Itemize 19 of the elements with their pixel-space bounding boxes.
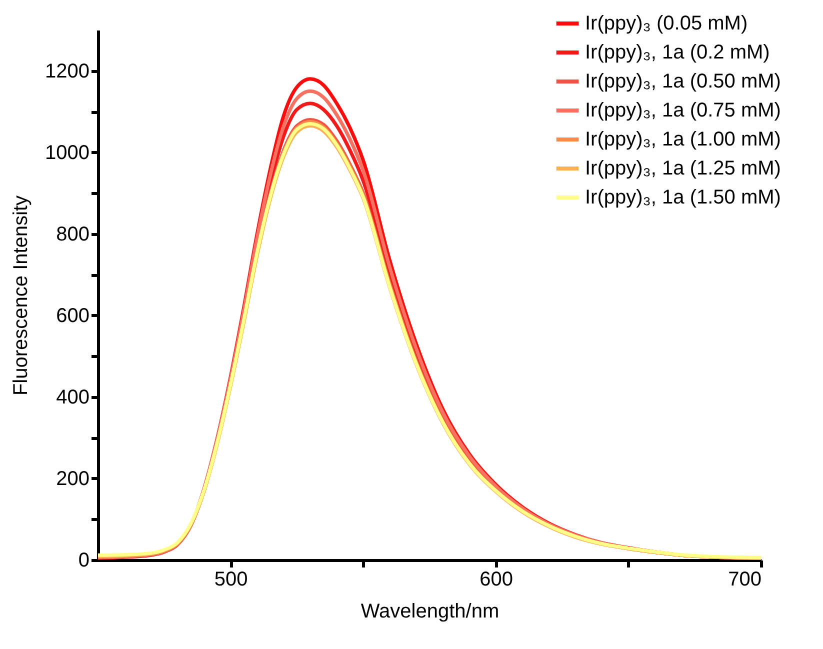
x-tick-label: 600 (480, 568, 513, 590)
x-axis-title: Wavelength/nm (360, 600, 500, 622)
y-tick-label: 400 (56, 386, 90, 408)
y-tick-label: 800 (56, 223, 90, 246)
y-tick-label: 200 (56, 468, 90, 490)
legend-label: Ir(ppy)₃, 1a (1.00 mM) (585, 128, 781, 150)
x-tick-label: 500 (214, 568, 248, 590)
y-axis-title: Fluorescence Intensity (10, 195, 32, 396)
legend-label: Ir(ppy)₃ (0.05 mM) (585, 12, 748, 34)
y-tick-label: 600 (56, 304, 90, 327)
legend-label: Ir(ppy)₃, 1a (1.25 mM) (585, 158, 781, 180)
legend-label: Ir(ppy)₃, 1a (0.2 mM) (585, 42, 770, 64)
legend-label: Ir(ppy)₃, 1a (0.50 mM) (585, 70, 781, 92)
y-tick-label: 1000 (45, 142, 90, 164)
y-tick-label: 1200 (45, 60, 90, 82)
x-tick-label: 700 (728, 568, 762, 590)
legend-label: Ir(ppy)₃, 1a (1.50 mM) (585, 186, 781, 208)
legend-label: Ir(ppy)₃, 1a (0.75 mM) (585, 100, 781, 122)
y-tick-label: 0 (78, 550, 90, 572)
